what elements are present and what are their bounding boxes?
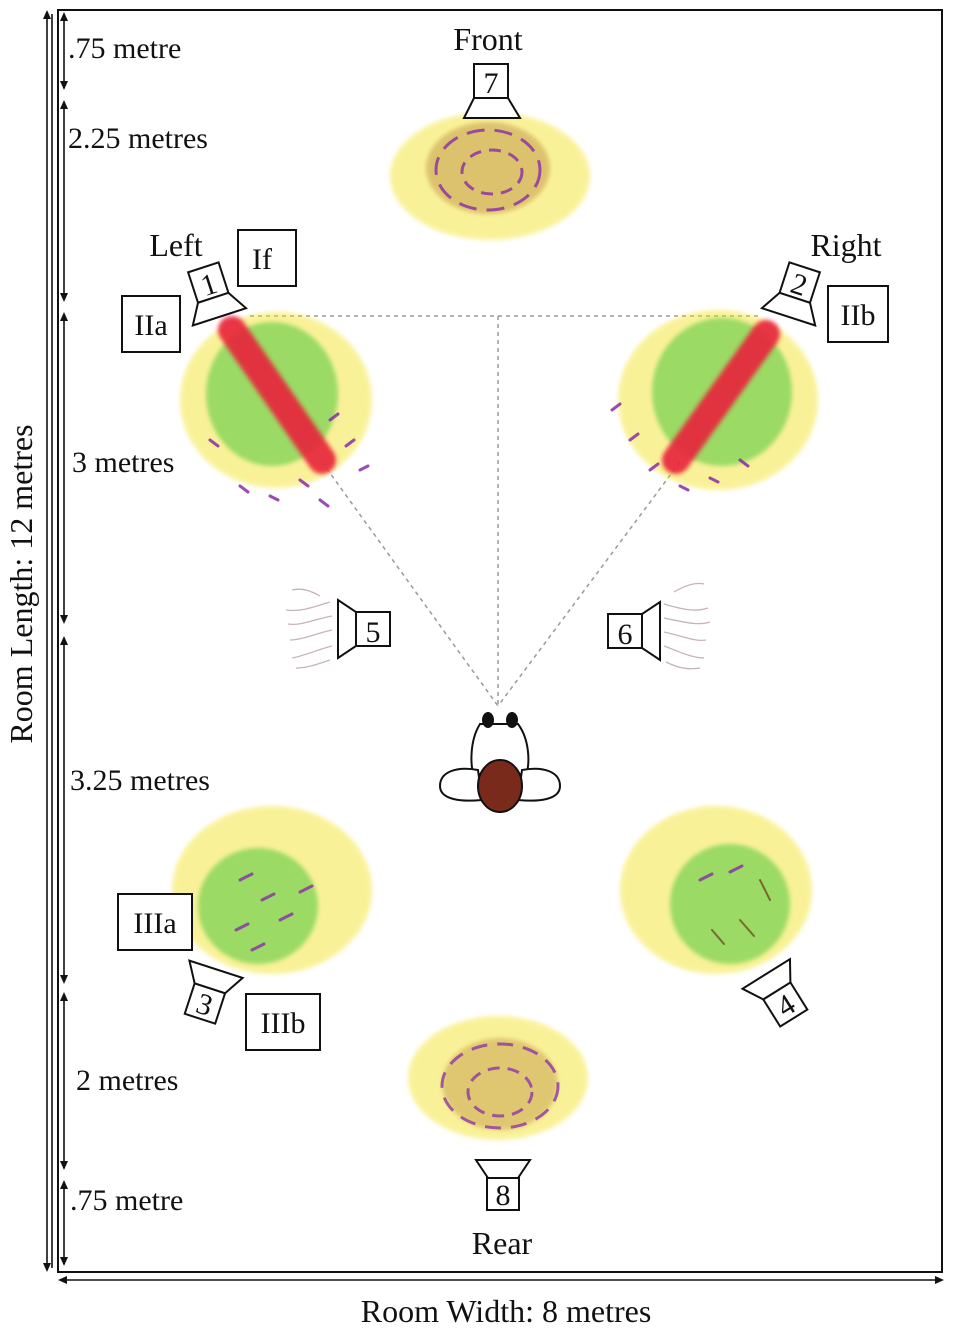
svg-text:6: 6 bbox=[618, 618, 633, 651]
sound-image-front bbox=[390, 112, 590, 240]
svg-text:IIIb: IIIb bbox=[261, 1007, 306, 1040]
sound-image-rear-left bbox=[172, 806, 372, 974]
speaker-7: 7 bbox=[462, 63, 522, 119]
left-label: Left bbox=[149, 227, 202, 263]
listener-figure bbox=[438, 712, 562, 813]
svg-text:IIb: IIb bbox=[841, 299, 876, 332]
zone-box-IIb: IIb bbox=[827, 285, 889, 343]
room-width-label: Room Width: 8 metres bbox=[361, 1293, 652, 1329]
speaker-2: 2 bbox=[759, 261, 822, 327]
segment-label-3: 3 metres bbox=[72, 446, 174, 479]
speaker-8: 8 bbox=[474, 1159, 532, 1212]
zone-box-IIIb: IIIb bbox=[245, 993, 321, 1051]
sound-image-side-left bbox=[285, 588, 333, 669]
speaker-4: 4 bbox=[740, 957, 809, 1028]
zone-box-If: If bbox=[237, 229, 297, 287]
segment-label-2: 2.25 metres bbox=[68, 122, 208, 155]
right-label: Right bbox=[810, 227, 881, 263]
rear-label: Rear bbox=[472, 1225, 533, 1261]
speaker-1: 1 bbox=[186, 261, 249, 327]
front-label: Front bbox=[453, 21, 522, 57]
zone-box-IIIa: IIIa bbox=[117, 893, 193, 951]
svg-text:7: 7 bbox=[484, 67, 499, 100]
sound-image-side-right bbox=[663, 582, 711, 670]
sound-image-rear-right bbox=[620, 806, 812, 974]
speaker-6: 6 bbox=[607, 600, 661, 662]
sound-image-right bbox=[610, 310, 818, 492]
room-length-label: Room Length: 12 metres bbox=[3, 424, 39, 743]
sound-image-rear bbox=[408, 1016, 588, 1140]
room-outline bbox=[57, 9, 943, 1273]
svg-text:8: 8 bbox=[496, 1179, 511, 1212]
segment-label-1: .75 metre bbox=[68, 32, 181, 65]
sound-image-left bbox=[180, 312, 372, 508]
zone-box-IIa: IIa bbox=[121, 295, 181, 353]
svg-text:IIa: IIa bbox=[134, 309, 167, 342]
svg-text:If: If bbox=[252, 243, 272, 276]
segment-label-5: 2 metres bbox=[76, 1064, 178, 1097]
speaker-3: 3 bbox=[183, 959, 245, 1025]
segment-label-4: 3.25 metres bbox=[70, 764, 210, 797]
room-length-arrow bbox=[43, 9, 53, 1272]
svg-text:IIIa: IIIa bbox=[133, 907, 176, 940]
segment-label-6: .75 metre bbox=[70, 1184, 183, 1217]
speaker-5: 5 bbox=[337, 598, 391, 660]
listening-triangle bbox=[250, 315, 758, 707]
svg-text:5: 5 bbox=[366, 616, 381, 649]
